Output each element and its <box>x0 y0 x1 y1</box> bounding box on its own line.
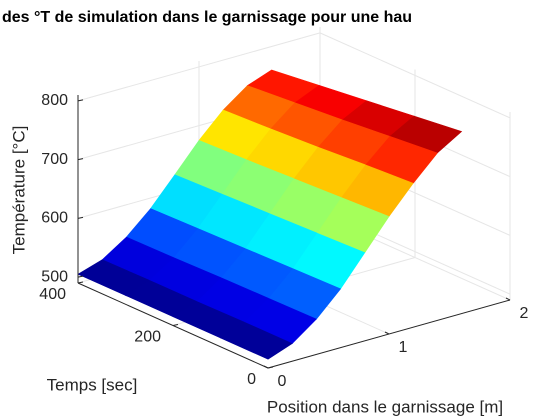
z-tick-label: 600 <box>41 210 68 227</box>
z-tick <box>77 158 84 161</box>
x-tick <box>384 331 390 335</box>
x-tick <box>505 297 511 301</box>
surface <box>77 69 463 360</box>
x-tick-label: 2 <box>520 305 529 322</box>
z-tick <box>77 99 84 102</box>
y-axis-label: Temps [sec] <box>47 375 138 394</box>
y-tick <box>172 324 179 326</box>
y-tick <box>77 281 84 284</box>
y-tick-label: 0 <box>247 371 256 388</box>
z-tick-label: 500 <box>41 268 68 285</box>
x-axis-label: Position dans le garnissage [m] <box>267 397 503 416</box>
z-tick <box>77 216 84 219</box>
z-tick-label: 700 <box>41 151 68 168</box>
chart-title: des °T de simulation dans le garnissage … <box>2 9 412 26</box>
z-axis-label: Température [°C] <box>9 126 28 255</box>
y-tick <box>267 366 274 369</box>
y-tick-label: 200 <box>134 329 161 346</box>
z-grid-line <box>77 32 321 102</box>
x-tick-label: 1 <box>399 339 408 356</box>
surface-patch <box>219 321 293 360</box>
z-grid-line <box>319 32 511 119</box>
x-tick-label: 0 <box>278 373 287 390</box>
z-tick <box>77 275 84 278</box>
y-tick-label: 400 <box>39 286 66 303</box>
x-tick <box>263 365 269 369</box>
z-tick-label: 800 <box>41 92 68 109</box>
